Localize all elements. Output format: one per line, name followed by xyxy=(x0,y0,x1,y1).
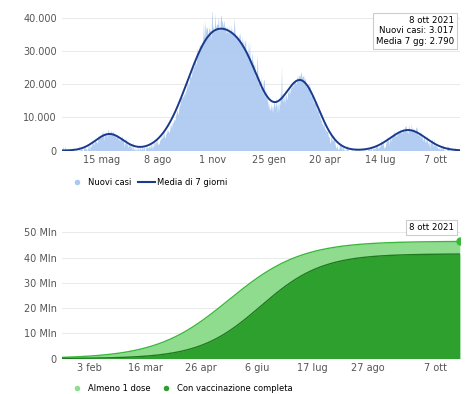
Legend: Nuovi casi, Media di 7 giorni: Nuovi casi, Media di 7 giorni xyxy=(66,175,231,191)
Text: 8 ott 2021
Nuovi casi: 3.017
Media 7 gg: 2.790: 8 ott 2021 Nuovi casi: 3.017 Media 7 gg:… xyxy=(376,16,454,46)
Text: 8 ott 2021: 8 ott 2021 xyxy=(409,223,454,232)
Legend: Almeno 1 dose, Con vaccinazione completa: Almeno 1 dose, Con vaccinazione completa xyxy=(66,380,296,394)
